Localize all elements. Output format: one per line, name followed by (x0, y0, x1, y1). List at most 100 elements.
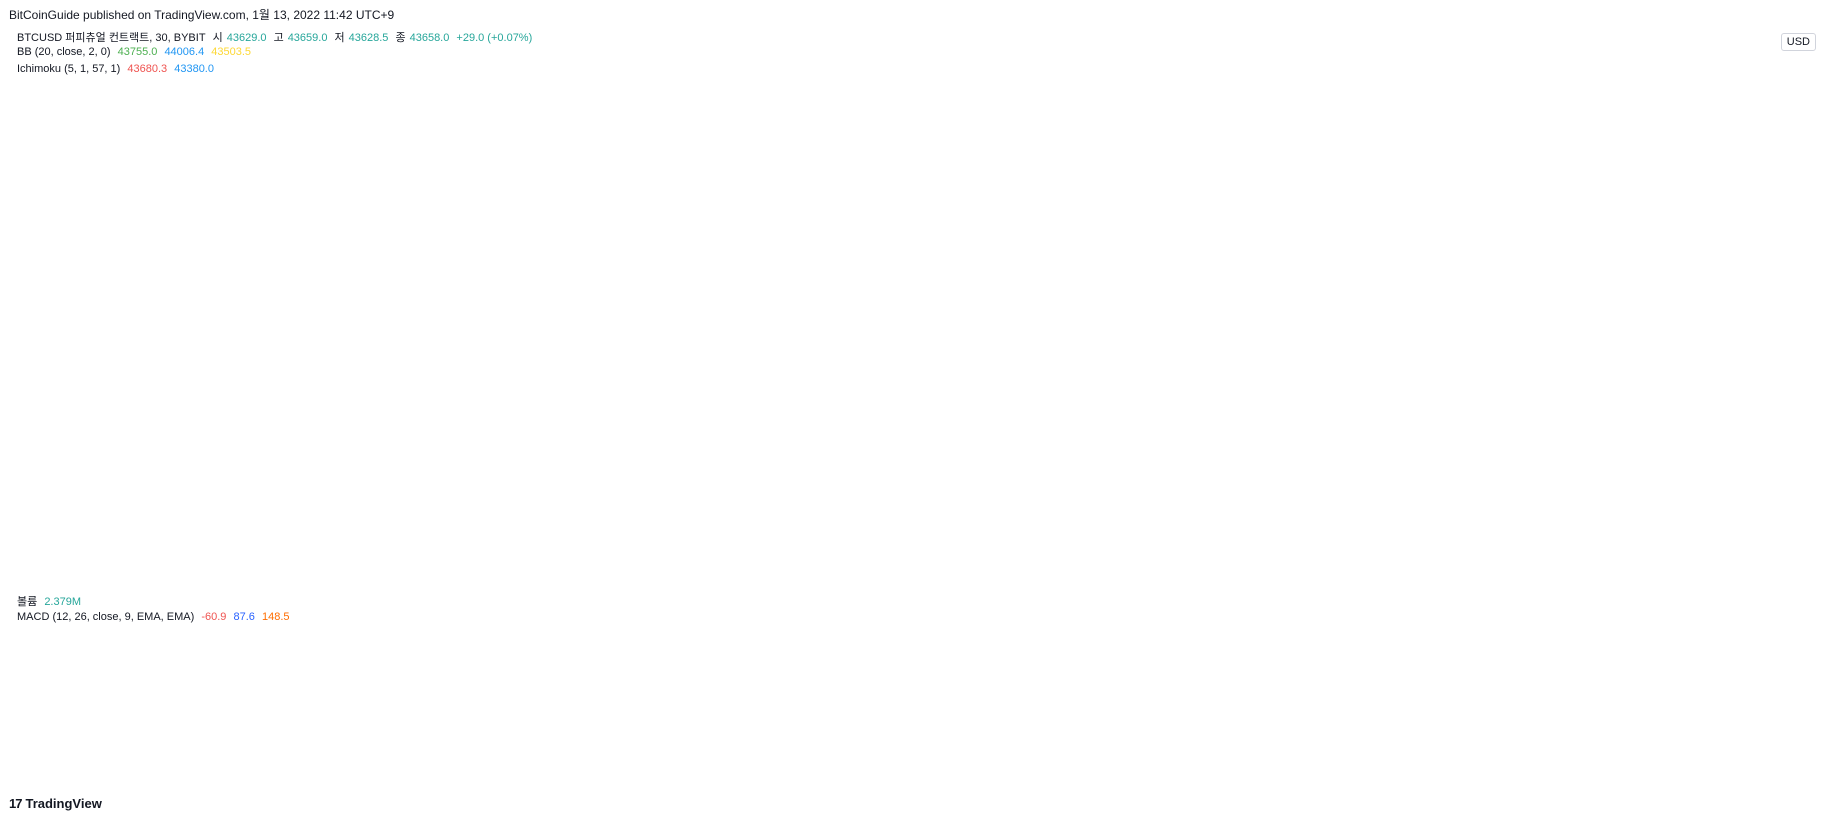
candle-body (294, 286, 304, 294)
candle-body (280, 286, 290, 289)
macd-histogram-bar (577, 722, 590, 732)
volume-bar (903, 753, 914, 760)
macd-histogram-bar (468, 722, 481, 726)
volume-bar (551, 754, 561, 760)
macd-histogram-bar (387, 714, 400, 723)
candle-body (483, 308, 493, 317)
time-tick-label: 06:00 (273, 767, 301, 779)
price-tick-label: 44800.0 (1770, 89, 1810, 101)
candle-body (795, 208, 805, 215)
macd-histogram-bar (766, 703, 779, 723)
bb-low-value: 43503.5 (211, 46, 252, 58)
ichimoku-legend: Ichimoku (5, 1, 57, 1) 43680.3 43380.0 (17, 63, 218, 75)
volume-bar (537, 755, 548, 760)
drawing-lines (7, 49, 1763, 587)
down-arrow-icon (927, 170, 939, 180)
candle-body (903, 189, 913, 193)
macd-histogram-bar (604, 722, 617, 730)
volume-bar (700, 726, 711, 760)
candle-body (876, 190, 886, 197)
macd-histogram-bar (631, 718, 644, 723)
currency-button[interactable]: USD (1780, 33, 1816, 51)
high-price-box (957, 149, 1031, 173)
time-tick-label: 03:00 (913, 767, 941, 779)
time-tick-label: 06:00 (1005, 767, 1033, 779)
volume-bar (117, 734, 128, 760)
bb-label: BB (20, close, 2, 0) (17, 46, 111, 58)
macd-histogram-bar (279, 695, 291, 723)
price-tick-label: 41600.0 (1770, 416, 1810, 428)
candle-body (781, 214, 791, 222)
time-tick-label: 03:00 (1645, 767, 1673, 779)
pointer-hand-icon: ☝ (485, 373, 520, 407)
trend-line (7, 49, 1686, 306)
volume-bar (239, 743, 250, 760)
candle-body (416, 302, 425, 307)
ichimoku-label: Ichimoku (5, 1, 57, 1) (17, 63, 121, 75)
macd-pane (8, 604, 983, 760)
price-label-bg (1764, 218, 1816, 237)
volume-bar (930, 754, 941, 760)
candle-body (944, 211, 954, 218)
time-marker-box (752, 398, 856, 418)
time-tick-label: 21:00 (730, 767, 758, 779)
candle-body (659, 193, 669, 202)
candle-body (158, 318, 168, 330)
high-price-label: 44007.5 (967, 153, 1021, 170)
candle-body (90, 395, 100, 411)
volume-bar (564, 753, 575, 760)
candle-body (470, 303, 480, 309)
price-label-bg (1764, 214, 1816, 233)
volume-bar (361, 751, 372, 760)
candlestick-series (9, 170, 981, 438)
volume-bar (158, 713, 169, 760)
volume-bar (225, 740, 236, 760)
macd-tick-label: 200.0 (1770, 642, 1798, 654)
volume-bar (293, 747, 304, 760)
bb-mid-value: 43755.0 (117, 46, 158, 58)
macd-histogram-bar (21, 722, 34, 738)
volume-bar (401, 752, 412, 760)
volume-bar (645, 624, 656, 760)
volume-bar (605, 747, 616, 760)
tradingview-logo[interactable]: 17 TradingView (9, 796, 102, 811)
macd-histogram-bar (265, 692, 278, 723)
macd-histogram-bar (292, 699, 305, 723)
price-label-text: 43658.0 (1770, 206, 1810, 218)
volume-bar (618, 745, 629, 760)
open-value: 43629.0 (226, 32, 267, 44)
time-tick-label: 06:00 (1737, 767, 1765, 779)
ichimoku-b-value: 43380.0 (174, 63, 214, 75)
macd-histogram-bar (590, 722, 603, 731)
macd-histogram-bar (888, 722, 901, 731)
macd-histogram-bar (116, 718, 129, 723)
low-price-box (807, 322, 885, 346)
price-label-text: 43494.0 (1770, 222, 1810, 234)
candle-body (63, 406, 73, 430)
candle-body (808, 206, 818, 209)
candle-body (348, 286, 358, 299)
macd-histogram-bar (184, 686, 197, 723)
volume-bar (889, 752, 900, 760)
macd-histogram-bar (712, 682, 725, 723)
cloud-area (13, 166, 977, 476)
ichimoku-cloud (13, 166, 977, 476)
candle-body (307, 288, 317, 294)
macd-histogram-bar (129, 710, 142, 723)
candle-body (443, 306, 453, 309)
macd-histogram-bar (617, 722, 630, 728)
volume-bar (22, 745, 33, 760)
measure-label: 1231.5 (2.88%) 2463 (797, 161, 900, 173)
volume-bar (686, 721, 697, 760)
macd-histogram-bar (848, 722, 861, 726)
bb-legend: BB (20, close, 2, 0) 43755.0 44006.4 435… (17, 46, 255, 58)
change-value: +29.0 (+0.07%) (456, 32, 533, 44)
sad-face-icon (835, 424, 911, 500)
candle-body (958, 214, 967, 218)
price-label-bg (1764, 201, 1816, 220)
volume-bar (212, 738, 223, 760)
time-tick-label: 12:00 (456, 767, 484, 779)
volume-bar (876, 751, 887, 760)
annotations: Top Bottom 1231.5 (2.88%) 2463 44007.5 42768… (485, 64, 1228, 515)
